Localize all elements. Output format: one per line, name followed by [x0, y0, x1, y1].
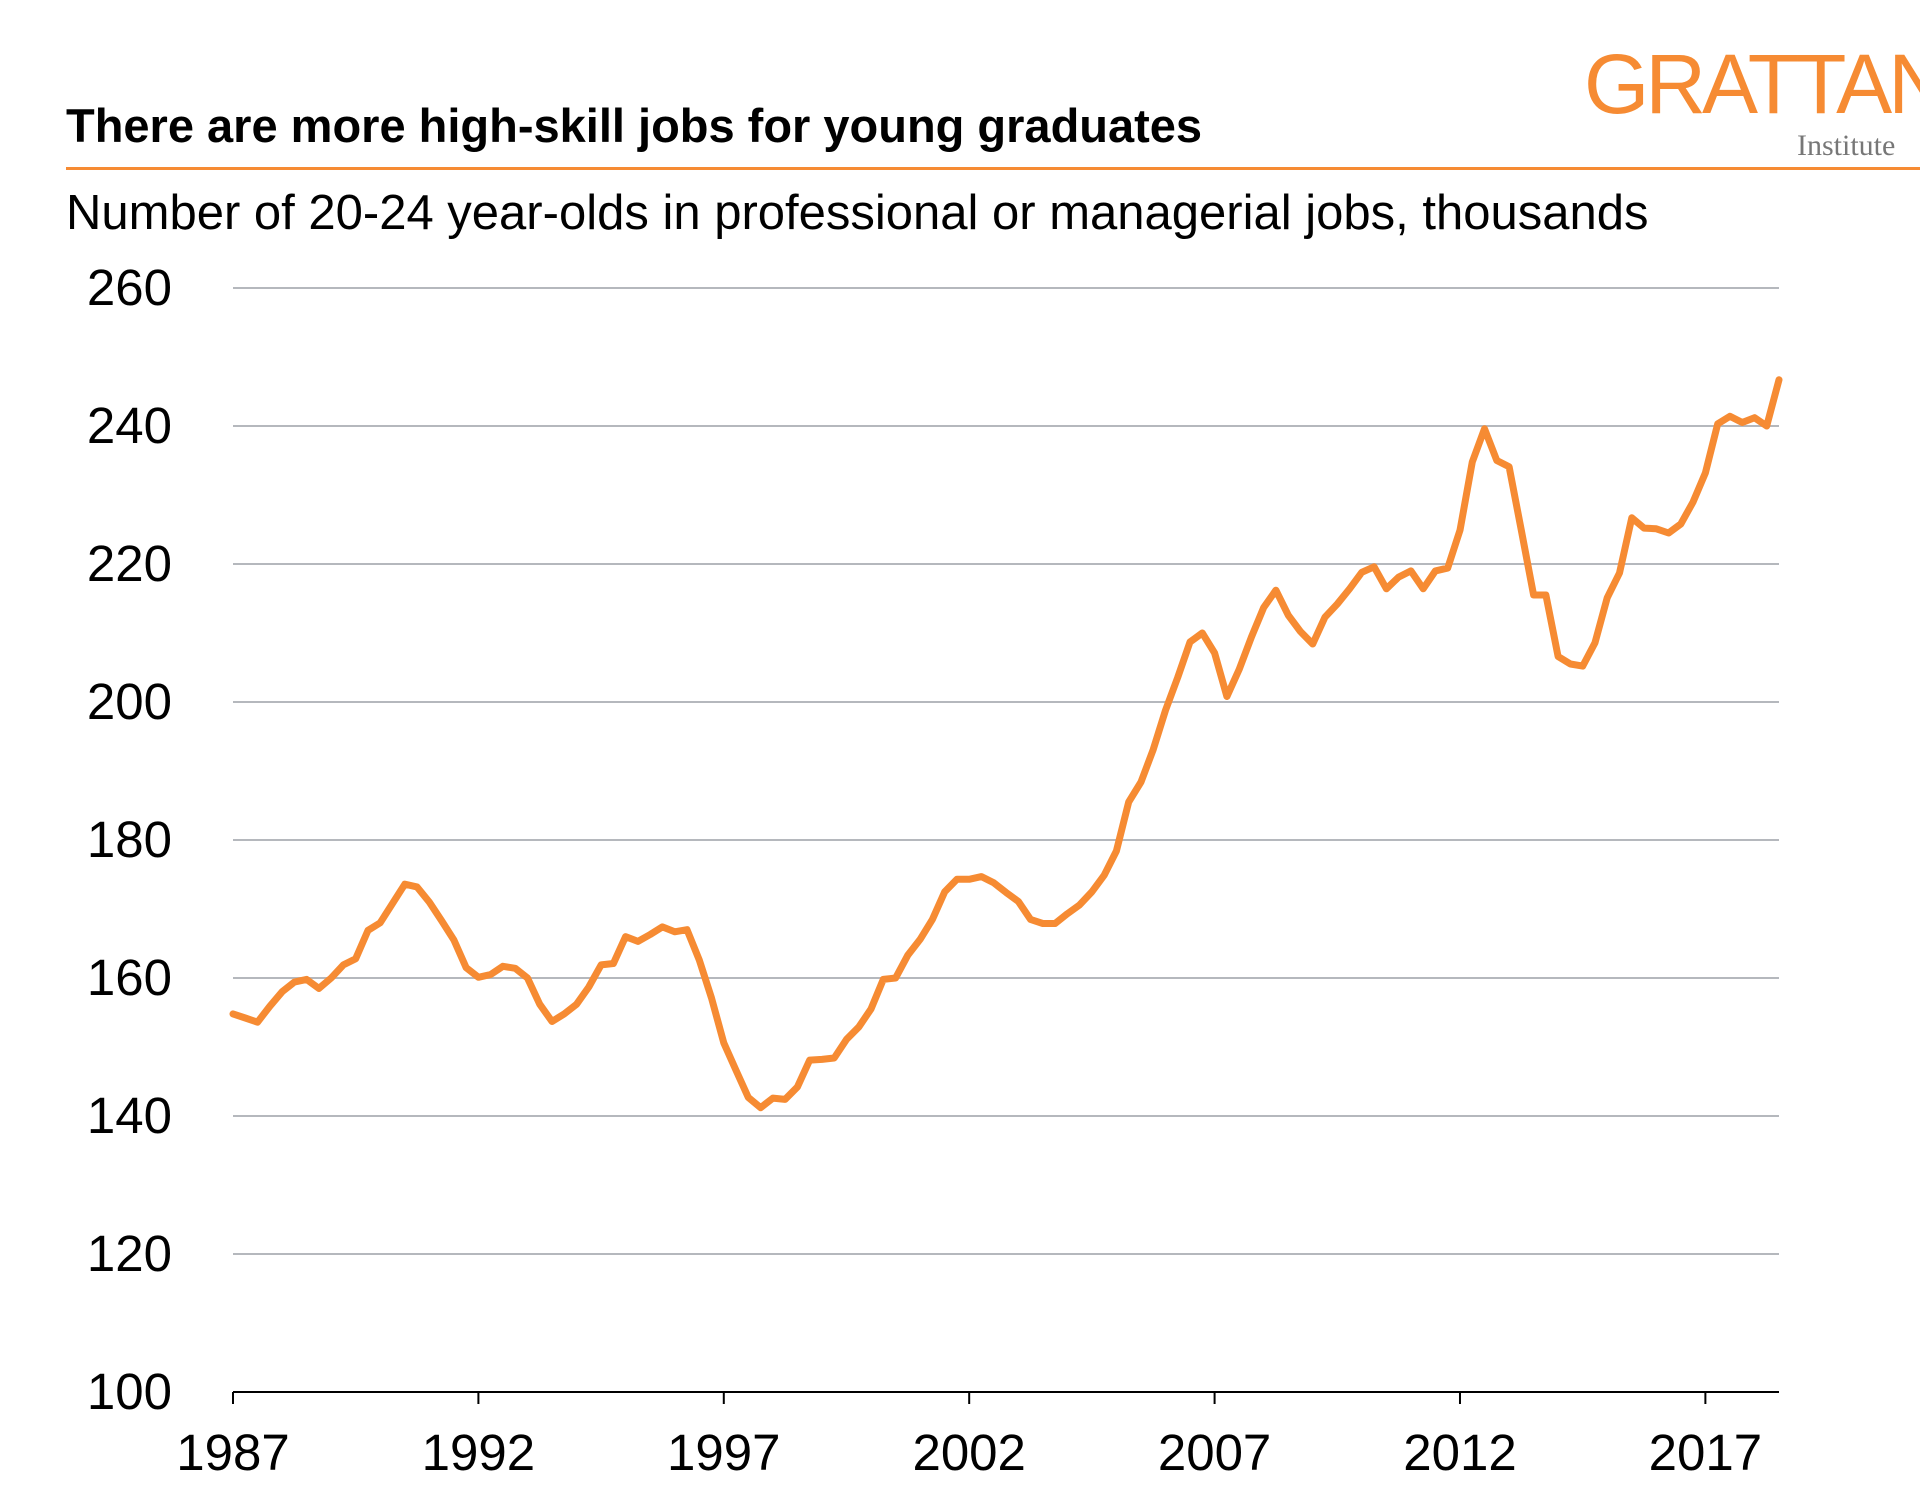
grattan-logo-sub: Institute — [1797, 129, 1896, 162]
x-tick-label: 1992 — [422, 1424, 535, 1481]
y-tick-label: 220 — [87, 535, 172, 592]
y-tick-label: 120 — [87, 1225, 172, 1282]
x-tick-label: 2007 — [1158, 1424, 1271, 1481]
y-tick-label: 260 — [87, 259, 172, 316]
x-tick-label: 1997 — [667, 1424, 780, 1481]
grattan-logo: GRATTAN — [1584, 37, 1920, 131]
chart-subtitle: Number of 20-24 year-olds in professiona… — [66, 186, 1649, 240]
x-tick-label: 2012 — [1403, 1424, 1516, 1481]
y-tick-label: 100 — [87, 1363, 172, 1420]
chart-title: There are more high-skill jobs for young… — [66, 99, 1203, 152]
y-tick-label: 180 — [87, 811, 172, 868]
series-line — [229, 376, 1783, 1112]
x-tick-label: 2017 — [1649, 1424, 1762, 1481]
y-tick-label: 160 — [87, 949, 172, 1006]
y-tick-label: 240 — [87, 397, 172, 454]
x-tick-label: 1987 — [176, 1424, 289, 1481]
y-tick-label: 200 — [87, 673, 172, 730]
title-divider — [66, 167, 1920, 170]
x-tick-label: 2002 — [912, 1424, 1025, 1481]
y-tick-label: 140 — [87, 1087, 172, 1144]
